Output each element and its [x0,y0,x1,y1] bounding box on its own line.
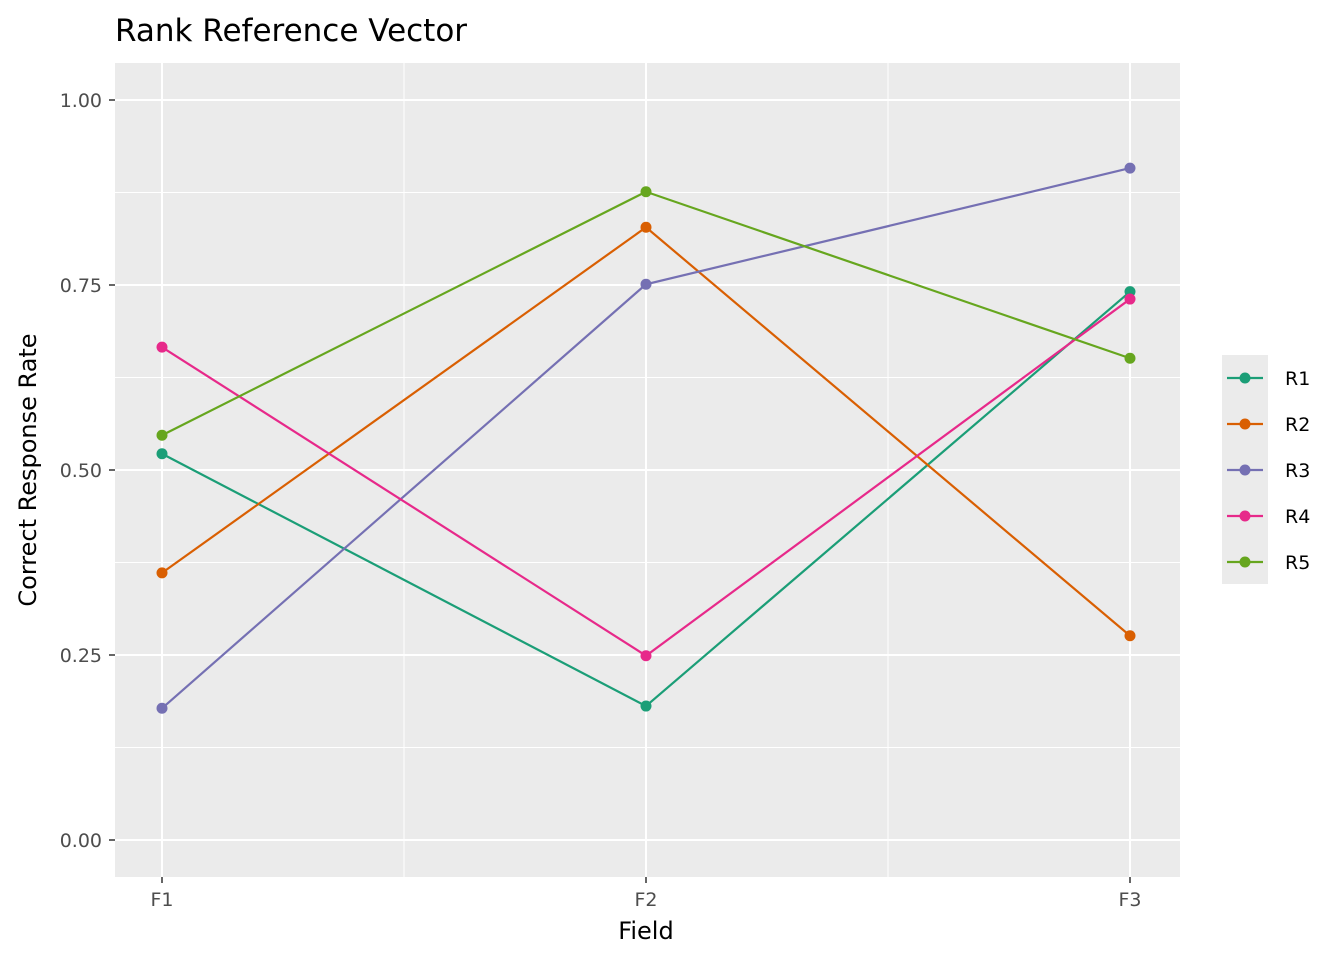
y-tick-label: 1.00 [60,90,102,112]
legend-key-point [1239,556,1251,568]
x-tick-label: F3 [1118,889,1141,911]
y-tick-label: 0.75 [60,275,102,297]
legend-key-point [1239,372,1251,384]
y-tick-label: 0.50 [60,460,102,482]
data-point-r1 [640,700,652,712]
y-axis-title: Correct Response Rate [14,333,42,606]
data-point-r3 [640,278,652,290]
x-axis-title: Field [618,917,673,945]
data-point-r5 [156,429,168,441]
data-point-r2 [640,221,652,233]
legend-key-point [1239,464,1251,476]
legend: R1 R2 R3 R4 R5 [1227,368,1310,574]
legend-label: R3 [1285,460,1310,482]
data-point-r4 [156,341,168,353]
data-point-r5 [1124,352,1136,364]
legend-label: R5 [1285,552,1310,574]
data-point-r4 [1124,293,1136,305]
data-point-r2 [156,567,168,579]
y-tick-label: 0.25 [60,645,102,667]
y-tick-label: 0.00 [60,830,102,852]
data-point-r3 [156,702,168,714]
legend-label: R4 [1285,506,1310,528]
data-point-r1 [156,448,168,460]
data-point-r4 [640,650,652,662]
legend-key-point [1239,418,1251,430]
legend-label: R2 [1285,414,1310,436]
x-tick-label: F1 [150,889,173,911]
legend-label: R1 [1285,368,1310,390]
x-tick-label: F2 [634,889,657,911]
chart-title: Rank Reference Vector [115,13,467,49]
data-point-r2 [1124,630,1136,642]
legend-key-point [1239,510,1251,522]
data-point-r3 [1124,162,1136,174]
data-point-r5 [640,186,652,198]
